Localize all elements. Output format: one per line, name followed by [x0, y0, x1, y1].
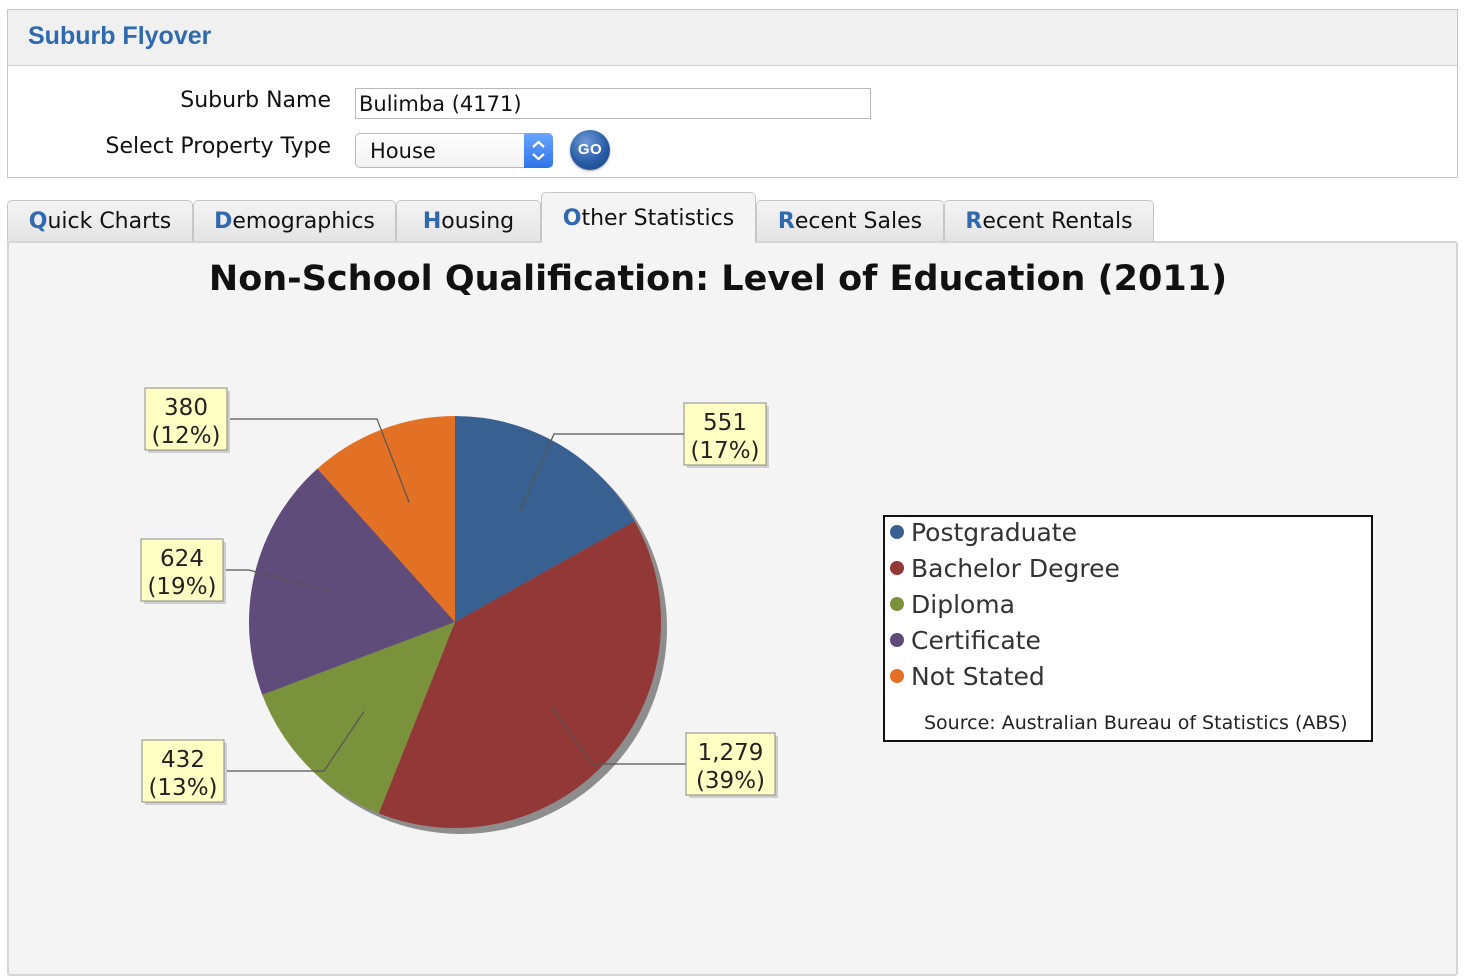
pie-slice-not-stated [317, 416, 455, 622]
chart-legend [883, 515, 1373, 742]
tab-label: uick Charts [47, 209, 172, 234]
data-label-percent: (12%) [151, 423, 220, 449]
suburb-name-input[interactable] [355, 88, 871, 119]
tab-label: emographics [232, 209, 375, 234]
legend-label: Certificate [911, 626, 1041, 655]
panel-header: Suburb Flyover [8, 10, 1457, 66]
data-label-value: 624 [160, 546, 204, 572]
suburb-flyover-panel: Suburb Flyover Suburb Name Select Proper… [7, 9, 1458, 178]
label-leader-line [227, 418, 410, 503]
tab-hotkey: H [422, 209, 442, 234]
tab-label: ecent Sales [794, 209, 923, 234]
data-label-box [140, 538, 224, 602]
label-leader-line [224, 711, 365, 772]
pie-slice-bachelor-degree [378, 521, 662, 828]
chart-source-note: Source: Australian Bureau of Statistics … [924, 712, 1348, 734]
tab-hotkey: R [777, 209, 795, 234]
property-type-select[interactable]: House [355, 133, 553, 168]
pie-slice-postgraduate [455, 416, 635, 622]
legend-label: Not Stated [911, 662, 1045, 691]
chart-title: Non-School Qualification: Level of Educa… [209, 259, 1227, 299]
go-button[interactable]: GO [570, 130, 610, 170]
pie-slice-diploma [262, 622, 455, 814]
property-type-value: House [370, 139, 436, 163]
tab-hotkey: D [214, 209, 233, 234]
pie-slice-certificate [249, 468, 455, 695]
tab-hotkey: O [562, 205, 582, 231]
tab-content-other-statistics: Non-School Qualification: Level of Educa… [7, 241, 1458, 976]
education-pie-chart: Non-School Qualification: Level of Educa… [140, 259, 1373, 834]
data-label-percent: (17%) [690, 438, 759, 464]
tab-label: ther Statistics [581, 205, 735, 231]
data-label-box [685, 732, 776, 796]
panel-title: Suburb Flyover [28, 22, 212, 50]
legend-label: Diploma [911, 590, 1015, 619]
select-arrows-icon[interactable] [524, 133, 553, 168]
legend-marker [890, 561, 904, 575]
tab-hotkey: Q [28, 209, 48, 234]
label-leader-line [550, 705, 686, 765]
data-label-value: 551 [703, 410, 747, 436]
data-label-percent: (39%) [696, 768, 765, 794]
data-label-box [141, 739, 225, 803]
label-leader-line [519, 433, 684, 513]
data-label-box [683, 402, 767, 466]
label-leader-line [223, 569, 332, 593]
tab-label: ousing [441, 209, 515, 234]
suburb-name-label: Suburb Name [180, 88, 331, 113]
property-type-label: Select Property Type [105, 134, 331, 159]
tab-hotkey: R [965, 209, 983, 234]
data-label-percent: (19%) [147, 574, 216, 600]
legend-marker [890, 597, 904, 611]
data-label-value: 432 [161, 747, 205, 773]
data-label-box [144, 387, 228, 451]
data-label-value: 1,279 [698, 740, 764, 766]
legend-marker [890, 525, 904, 539]
data-label-percent: (13%) [148, 775, 217, 801]
legend-label: Bachelor Degree [911, 554, 1120, 583]
legend-marker [890, 633, 904, 647]
tab-label: ecent Rentals [982, 209, 1133, 234]
legend-marker [890, 669, 904, 683]
legend-label: Postgraduate [911, 518, 1077, 547]
data-label-value: 380 [164, 395, 208, 421]
